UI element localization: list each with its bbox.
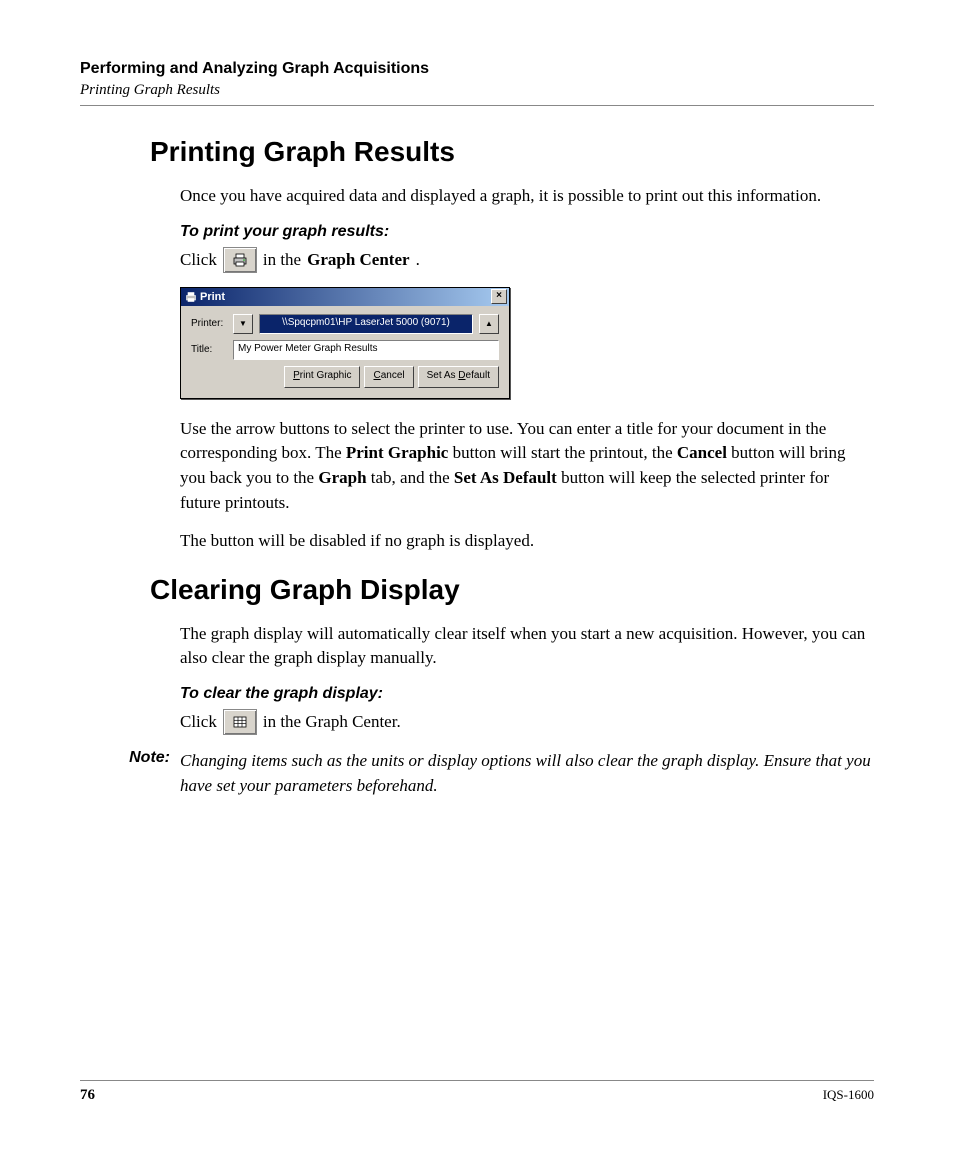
printer-field[interactable]: \\Spqcpm01\HP LaserJet 5000 (9071) xyxy=(259,314,473,334)
doc-id: IQS-1600 xyxy=(823,1087,874,1104)
dialog-title: Print xyxy=(200,291,225,303)
page: Performing and Analyzing Graph Acquisiti… xyxy=(0,0,954,1159)
note: Note: Changing items such as the units o… xyxy=(110,749,874,798)
section1-para3: The button will be disabled if no graph … xyxy=(180,529,874,554)
note-body: Changing items such as the units or disp… xyxy=(180,749,874,798)
title-row: Title: My Power Meter Graph Results xyxy=(191,340,499,360)
header-chapter: Performing and Analyzing Graph Acquisiti… xyxy=(80,60,874,78)
print-graphic-button[interactable]: Print Graphic xyxy=(284,366,360,388)
click-pre: Click xyxy=(180,250,217,270)
section2-click-line: Click in the Graph Center. xyxy=(180,709,874,735)
print-icon xyxy=(223,247,257,273)
close-icon[interactable]: × xyxy=(491,289,507,304)
printer-row: Printer: ▼ \\Spqcpm01\HP LaserJet 5000 (… xyxy=(191,314,499,334)
title-input[interactable]: My Power Meter Graph Results xyxy=(233,340,499,360)
section2-proc-heading: To clear the graph display: xyxy=(180,685,874,703)
footer: 76 IQS-1600 xyxy=(80,1072,874,1104)
header-rule xyxy=(80,105,874,106)
click-pre2: Click xyxy=(180,712,217,732)
header-section: Printing Graph Results xyxy=(80,82,874,99)
page-number: 76 xyxy=(80,1087,95,1104)
dialog-title-icon xyxy=(185,291,197,303)
printer-label: Printer: xyxy=(191,318,227,329)
clear-grid-icon xyxy=(223,709,257,735)
section1-proc-heading: To print your graph results: xyxy=(180,223,874,241)
click-post1: in the xyxy=(263,250,301,270)
cancel-button[interactable]: Cancel xyxy=(364,366,413,388)
section1-title: Printing Graph Results xyxy=(150,136,874,168)
dialog-button-row: Print Graphic Cancel Set As Default xyxy=(191,366,499,388)
dialog-titlebar: Print × xyxy=(181,288,509,306)
note-label: Note: xyxy=(110,749,170,798)
click-post2b: in the Graph Center. xyxy=(263,712,401,732)
click-post3: . xyxy=(416,250,420,270)
section1-para2: Use the arrow buttons to select the prin… xyxy=(180,417,874,516)
section1-intro: Once you have acquired data and displaye… xyxy=(180,184,874,209)
section2-intro: The graph display will automatically cle… xyxy=(180,622,874,671)
section2-title: Clearing Graph Display xyxy=(150,574,874,606)
click-post2: Graph Center xyxy=(307,250,409,270)
set-default-button[interactable]: Set As Default xyxy=(418,366,499,388)
printer-prev-button[interactable]: ▼ xyxy=(233,314,253,334)
footer-rule xyxy=(80,1080,874,1081)
print-dialog: Print × Printer: ▼ \\Spqcpm01\HP LaserJe… xyxy=(180,287,510,399)
title-label: Title: xyxy=(191,344,227,355)
dialog-body: Printer: ▼ \\Spqcpm01\HP LaserJet 5000 (… xyxy=(181,306,509,398)
section1-click-line: Click in the Graph Center. xyxy=(180,247,874,273)
printer-next-button[interactable]: ▲ xyxy=(479,314,499,334)
